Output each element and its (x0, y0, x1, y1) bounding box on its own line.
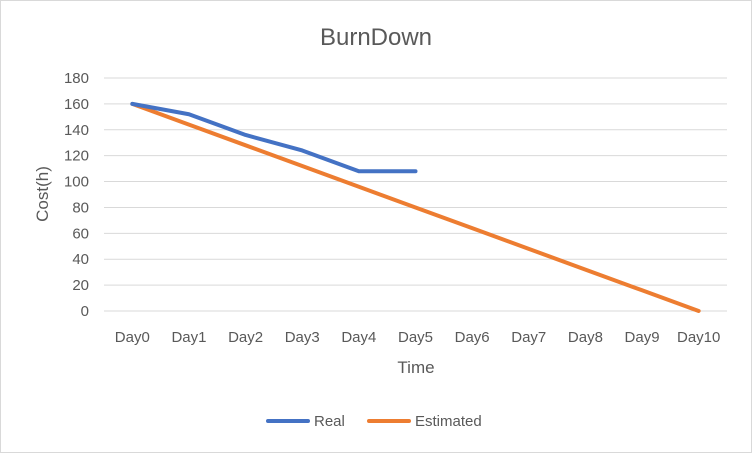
series-line-real (130, 101, 418, 174)
y-tick-label: 100 (64, 174, 89, 191)
y-tick-label: 160 (64, 96, 89, 113)
x-tick-label: Day9 (625, 329, 660, 346)
y-tick-label: 140 (64, 122, 89, 139)
x-tick-label: Day7 (511, 329, 546, 346)
y-tick-label: 60 (72, 225, 89, 242)
chart-title: BurnDown (320, 24, 432, 51)
x-tick-label: Day3 (285, 329, 320, 346)
y-tick-label: 180 (64, 70, 89, 87)
y-tick-label: 0 (81, 303, 89, 320)
x-tick-label: Day4 (341, 329, 376, 346)
y-tick-label: 120 (64, 148, 89, 165)
y-tick-label: 80 (72, 199, 89, 216)
series-lines (130, 101, 701, 313)
x-tick-label: Day0 (115, 329, 150, 346)
y-tick-label: 40 (72, 251, 89, 268)
series-line-estimated (130, 101, 701, 313)
x-axis-ticks: Day0 Day1 Day2 Day3 Day4 Day5 Day6 Day7 Day8 Day9… (115, 329, 721, 346)
legend-label-real: Real (314, 413, 345, 430)
x-tick-label: Day8 (568, 329, 603, 346)
y-axis-ticks: 0 20 40 60 80 100 120 140 160 180 (64, 70, 89, 320)
x-tick-label: Day10 (677, 329, 720, 346)
legend-label-estimated: Estimated (415, 413, 482, 430)
x-tick-label: Day1 (171, 329, 206, 346)
x-axis-label: Time (397, 358, 434, 377)
y-axis-label: Cost(h) (33, 166, 52, 222)
legend: Real Estimated (266, 413, 482, 430)
grid-lines (104, 77, 727, 312)
y-tick-label: 20 (72, 277, 89, 294)
x-tick-label: Day6 (455, 329, 490, 346)
x-tick-label: Day5 (398, 329, 433, 346)
x-tick-label: Day2 (228, 329, 263, 346)
